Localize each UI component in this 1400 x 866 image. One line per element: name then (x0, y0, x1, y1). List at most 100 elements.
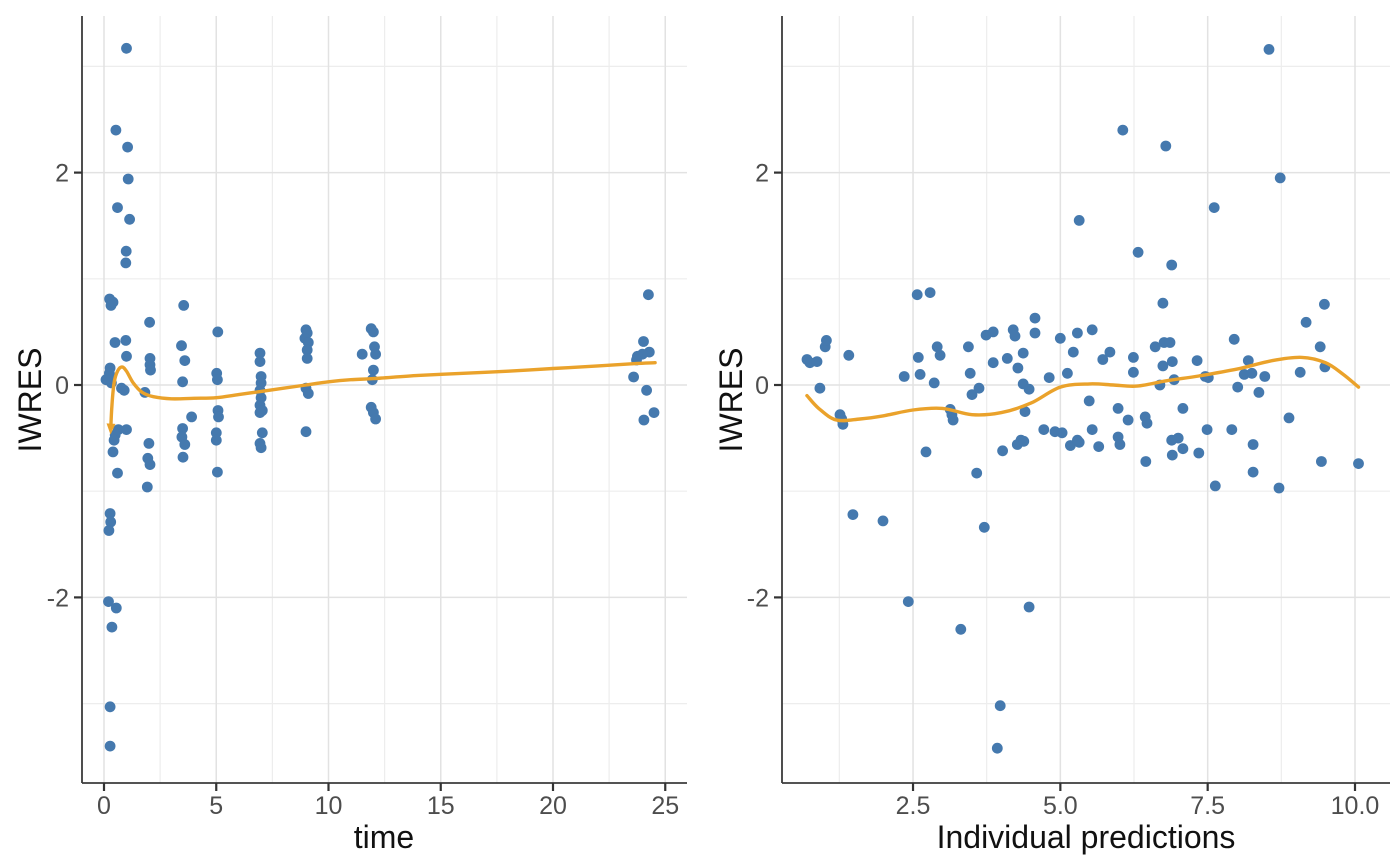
data-point (212, 466, 223, 478)
data-point (1160, 140, 1172, 152)
y-tick-label: 0 (755, 372, 769, 400)
data-point (255, 442, 267, 454)
data-point (1141, 417, 1153, 429)
data-point (971, 467, 983, 479)
data-point (186, 411, 198, 423)
data-point (811, 356, 823, 367)
y-axis-title-iwres-left: IWRES (12, 347, 48, 453)
data-point (966, 389, 978, 400)
data-point (1023, 601, 1035, 613)
data-point (179, 355, 191, 366)
data-point (821, 335, 832, 346)
data-point (1273, 482, 1285, 494)
data-point (911, 289, 923, 301)
data-point (1009, 330, 1021, 342)
data-point (1166, 449, 1178, 461)
data-point (1001, 353, 1013, 364)
data-point (638, 414, 650, 426)
y-tick-label: -2 (47, 584, 69, 612)
loess-arrowhead (106, 423, 116, 435)
data-point (1209, 480, 1221, 492)
x-tick-label: 10 (315, 792, 343, 820)
data-point (109, 337, 121, 348)
loess-smooth-line (109, 361, 657, 432)
data-point (212, 374, 223, 386)
data-point (368, 364, 379, 376)
data-point (178, 300, 190, 311)
data-point (107, 446, 119, 458)
data-point (1067, 346, 1079, 358)
data-point (964, 367, 976, 379)
data-point (1157, 297, 1169, 309)
data-point (122, 141, 133, 153)
data-point (1019, 406, 1031, 417)
data-point (973, 382, 985, 394)
data-point (1253, 387, 1265, 398)
data-point (302, 388, 314, 399)
data-point (143, 438, 155, 449)
data-point (1128, 366, 1139, 378)
x-tick-label: 10.0 (1331, 792, 1380, 820)
data-point (914, 369, 926, 380)
data-point (1274, 172, 1286, 184)
data-point (210, 434, 222, 446)
data-point (122, 173, 134, 185)
data-point (978, 521, 990, 533)
data-point (1038, 424, 1050, 435)
x-tick-label: 15 (427, 792, 455, 820)
data-point (177, 451, 189, 463)
data-point (301, 353, 313, 364)
data-point (103, 596, 114, 607)
data-point (1263, 44, 1275, 55)
y-axis-title-iwres-right: IWRES (713, 347, 749, 453)
data-point (120, 335, 132, 346)
data-point (987, 326, 999, 338)
data-point (1012, 362, 1024, 374)
data-point (120, 257, 132, 269)
data-point (177, 376, 189, 388)
data-point (1164, 337, 1176, 348)
data-point (928, 377, 940, 389)
data-point (648, 407, 660, 418)
data-point (120, 245, 132, 257)
x-tick-label: 0 (97, 792, 111, 820)
data-point (370, 348, 381, 360)
data-point (106, 621, 118, 633)
data-point (1193, 447, 1205, 459)
data-point (124, 213, 135, 225)
data-point (963, 341, 974, 353)
data-point (256, 427, 268, 439)
x-axis-title-time: time (353, 819, 415, 855)
data-point (955, 623, 967, 635)
data-point (121, 42, 132, 54)
data-point (1132, 246, 1144, 258)
data-point (1086, 324, 1098, 336)
data-point (105, 516, 117, 528)
data-point (145, 364, 156, 376)
data-point (301, 344, 313, 356)
data-point (1054, 332, 1066, 344)
data-point (370, 413, 381, 425)
data-point (210, 427, 222, 439)
data-point (1114, 439, 1126, 450)
data-point (1149, 341, 1161, 353)
data-point (1097, 354, 1109, 365)
data-point (1062, 367, 1073, 379)
data-point (1319, 298, 1330, 310)
data-point (1166, 259, 1178, 271)
data-point (1086, 424, 1098, 435)
x-tick-label: 7.5 (1190, 792, 1225, 820)
data-point (108, 434, 120, 446)
x-tick-label: 5.0 (1043, 792, 1078, 820)
y-tick-label: 2 (55, 160, 69, 188)
data-point (1283, 412, 1295, 424)
data-point (1056, 427, 1068, 439)
y-tick-label: 0 (55, 372, 69, 400)
data-point (356, 348, 368, 360)
data-point (991, 742, 1003, 754)
data-point (1029, 327, 1041, 339)
data-point (1314, 341, 1326, 353)
data-point (1128, 352, 1139, 363)
x-tick-label: 5 (209, 792, 223, 820)
